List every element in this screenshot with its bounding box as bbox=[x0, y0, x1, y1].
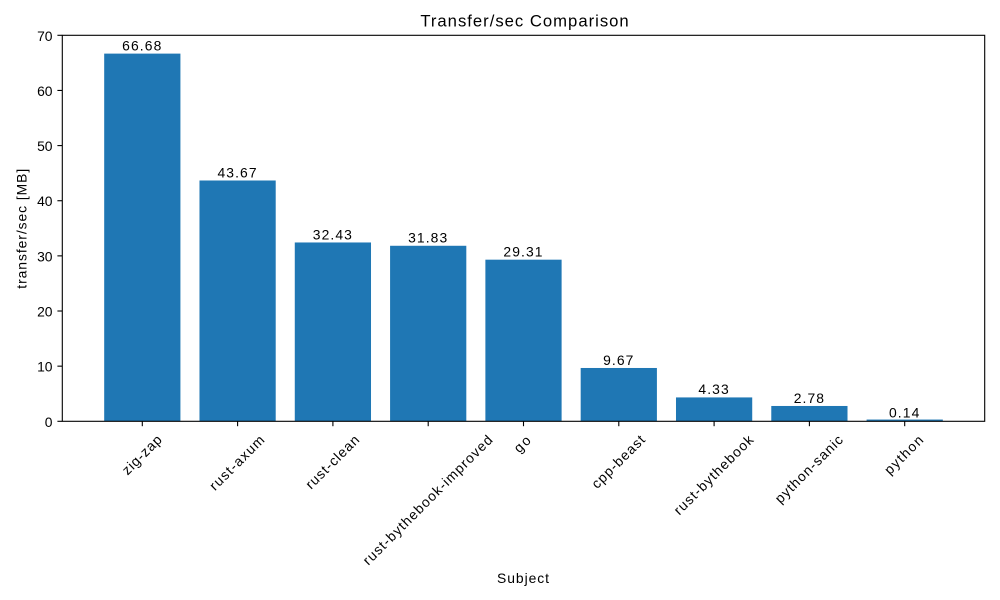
svg-text:40: 40 bbox=[37, 193, 53, 209]
svg-text:2.78: 2.78 bbox=[794, 390, 825, 406]
svg-text:20: 20 bbox=[37, 304, 53, 320]
svg-text:29.31: 29.31 bbox=[503, 243, 543, 259]
svg-text:4.33: 4.33 bbox=[698, 381, 729, 397]
svg-text:Transfer/sec Comparison: Transfer/sec Comparison bbox=[420, 11, 629, 30]
svg-text:0: 0 bbox=[45, 414, 53, 430]
svg-text:60: 60 bbox=[37, 83, 53, 99]
svg-text:10: 10 bbox=[37, 359, 53, 375]
svg-text:43.67: 43.67 bbox=[217, 164, 257, 180]
svg-text:50: 50 bbox=[37, 138, 53, 154]
svg-text:9.67: 9.67 bbox=[603, 352, 634, 368]
svg-text:31.83: 31.83 bbox=[408, 230, 448, 246]
svg-text:66.68: 66.68 bbox=[122, 37, 162, 53]
svg-text:Subject: Subject bbox=[497, 570, 550, 586]
svg-text:70: 70 bbox=[37, 28, 53, 44]
svg-text:0.14: 0.14 bbox=[889, 404, 920, 420]
svg-text:30: 30 bbox=[37, 248, 53, 264]
svg-text:transfer/sec [MB]: transfer/sec [MB] bbox=[14, 168, 30, 289]
svg-text:32.43: 32.43 bbox=[313, 226, 353, 242]
